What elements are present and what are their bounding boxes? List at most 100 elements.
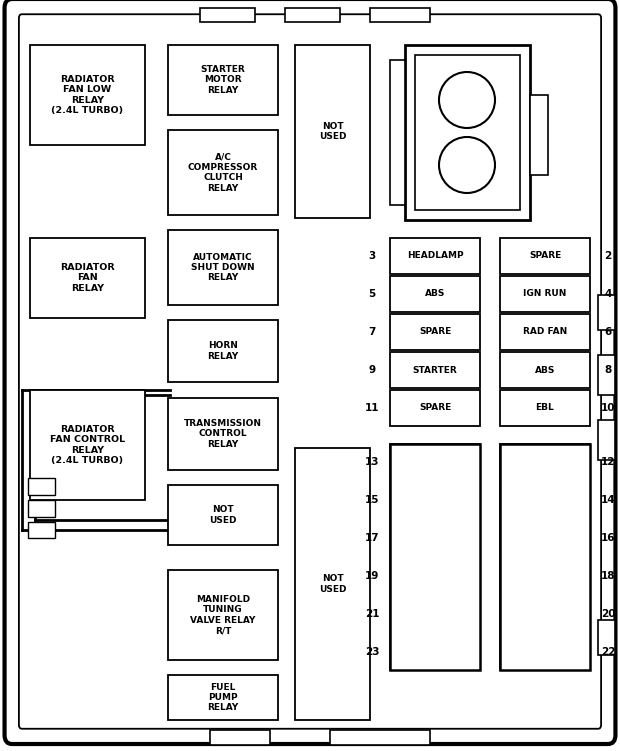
Bar — [390, 444, 480, 670]
Bar — [500, 634, 590, 670]
Bar — [500, 352, 590, 388]
Bar — [390, 596, 480, 632]
Bar — [390, 444, 480, 480]
Bar — [330, 730, 430, 745]
Text: 19: 19 — [365, 571, 379, 581]
Bar — [168, 230, 278, 305]
Bar — [285, 8, 340, 22]
Bar — [390, 314, 480, 350]
Bar — [598, 355, 615, 395]
Bar — [28, 522, 55, 538]
Text: EBL: EBL — [536, 403, 554, 412]
Bar — [390, 520, 480, 556]
Text: 12: 12 — [601, 457, 615, 467]
Bar — [168, 45, 278, 115]
Text: ABS: ABS — [425, 289, 445, 298]
Text: 3: 3 — [368, 251, 376, 261]
Text: 23: 23 — [365, 647, 379, 657]
Text: SPARE: SPARE — [529, 457, 561, 466]
Bar — [500, 390, 590, 426]
Bar — [390, 634, 480, 670]
Bar — [598, 620, 615, 655]
Text: FOG (BUX): FOG (BUX) — [518, 610, 572, 619]
Bar — [415, 55, 520, 210]
Bar — [500, 444, 590, 670]
Text: 20: 20 — [601, 609, 615, 619]
Text: SPARE: SPARE — [529, 252, 561, 261]
Text: 13: 13 — [365, 457, 379, 467]
Text: RADIATOR
FAN
RELAY: RADIATOR FAN RELAY — [60, 263, 115, 293]
Text: RADIATOR
FAN CONTROL
RELAY
(2.4L TURBO): RADIATOR FAN CONTROL RELAY (2.4L TURBO) — [50, 425, 125, 465]
Bar — [168, 675, 278, 720]
Bar — [168, 130, 278, 215]
Text: NOT
USED: NOT USED — [319, 122, 346, 141]
Text: SPARE: SPARE — [419, 327, 451, 336]
Text: 10: 10 — [601, 403, 615, 413]
Text: NOT
USED: NOT USED — [319, 575, 346, 594]
Bar — [598, 420, 615, 460]
Text: RADIATOR
FAN LOW
RELAY
(2.4L TURBO): RADIATOR FAN LOW RELAY (2.4L TURBO) — [51, 75, 123, 115]
Bar — [500, 238, 590, 274]
Bar — [530, 95, 548, 175]
Text: ABS: ABS — [535, 366, 555, 375]
Text: HEADLAMP: HEADLAMP — [407, 252, 463, 261]
Bar — [370, 8, 430, 22]
Bar — [598, 295, 615, 330]
Text: EATX: EATX — [422, 533, 448, 542]
Bar — [500, 558, 590, 594]
Bar — [168, 320, 278, 382]
Text: NOT
USED: NOT USED — [210, 505, 237, 525]
Text: A/C
COMPRESSOR
CLUTCH
RELAY: A/C COMPRESSOR CLUTCH RELAY — [188, 152, 258, 192]
Text: 18: 18 — [601, 571, 615, 581]
Bar — [168, 398, 278, 470]
Bar — [210, 730, 270, 745]
Bar — [28, 500, 55, 517]
Text: 7: 7 — [368, 327, 376, 337]
Bar — [500, 276, 590, 312]
Text: INT/LMP: INT/LMP — [414, 457, 456, 466]
Text: STARTER
MOTOR
RELAY: STARTER MOTOR RELAY — [201, 65, 246, 95]
Text: P/OUT: P/OUT — [529, 496, 560, 505]
Bar — [500, 314, 590, 350]
Text: 2: 2 — [604, 251, 611, 261]
Text: 17: 17 — [365, 533, 379, 543]
Text: SPARE: SPARE — [419, 572, 451, 581]
Text: MTV: MTV — [534, 533, 556, 542]
Text: 8: 8 — [604, 365, 611, 375]
Text: FP/ASD: FP/ASD — [417, 610, 453, 619]
Bar — [168, 570, 278, 660]
Text: HORN: HORN — [530, 572, 560, 581]
Bar — [500, 520, 590, 556]
Text: 14: 14 — [601, 495, 615, 505]
Bar — [500, 596, 590, 632]
Bar — [390, 352, 480, 388]
Ellipse shape — [439, 72, 495, 128]
Bar — [390, 558, 480, 594]
Text: MANIFOLD
TUNING
VALVE RELAY
R/T: MANIFOLD TUNING VALVE RELAY R/T — [190, 595, 255, 635]
Text: IGN RUN: IGN RUN — [523, 289, 567, 298]
Bar — [390, 390, 480, 426]
Text: 4: 4 — [604, 289, 612, 299]
Bar — [390, 482, 480, 518]
Text: 11: 11 — [365, 403, 379, 413]
Bar — [200, 8, 255, 22]
Bar — [390, 60, 405, 205]
Bar — [30, 238, 145, 318]
Bar — [30, 45, 145, 145]
FancyBboxPatch shape — [4, 0, 616, 744]
Text: STP LMP: STP LMP — [413, 647, 457, 656]
Text: 16: 16 — [601, 533, 615, 543]
Text: 9: 9 — [368, 365, 376, 375]
Text: HORN
RELAY: HORN RELAY — [207, 341, 239, 360]
Bar — [28, 478, 55, 495]
Text: 21: 21 — [365, 609, 379, 619]
Text: RAD FAN: RAD FAN — [523, 327, 567, 336]
Bar — [295, 45, 370, 218]
Text: 5: 5 — [368, 289, 376, 299]
Bar — [390, 276, 480, 312]
Bar — [168, 485, 278, 545]
Text: A/C: A/C — [536, 647, 554, 656]
Ellipse shape — [439, 137, 495, 193]
Text: FUEL
PUMP
RELAY: FUEL PUMP RELAY — [207, 683, 239, 713]
Text: 15: 15 — [365, 495, 379, 505]
